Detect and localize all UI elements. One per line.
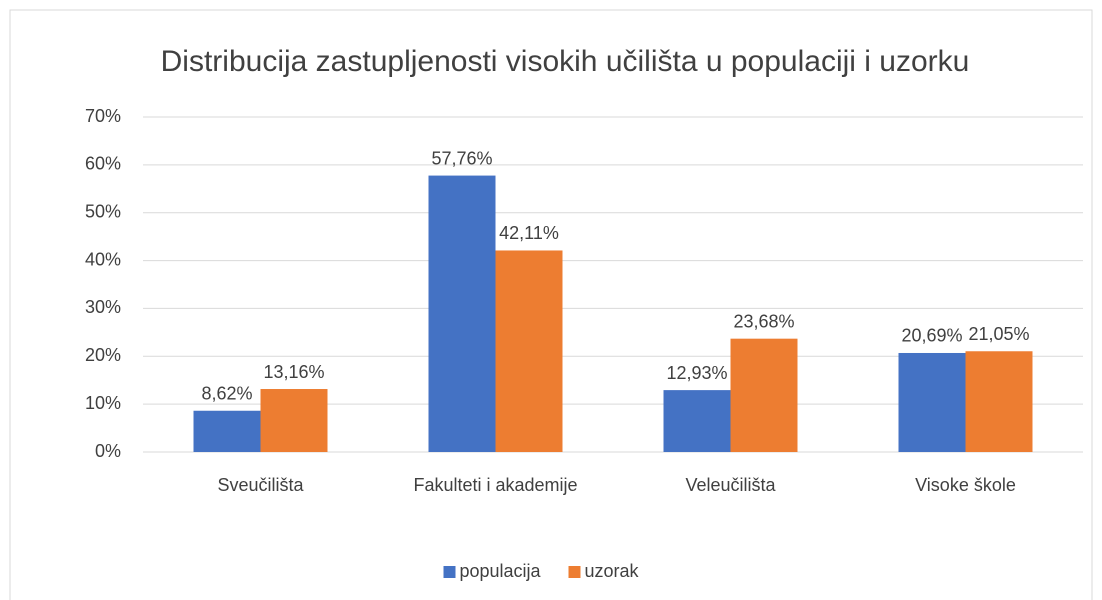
y-tick-label: 10% (85, 393, 121, 413)
bar (898, 352, 966, 452)
data-label: 8,62% (201, 383, 252, 403)
bar (730, 338, 798, 452)
y-tick-label: 60% (85, 154, 121, 174)
x-tick-label: Fakulteti i akademije (413, 475, 577, 495)
data-label: 20,69% (901, 326, 962, 346)
chart-border (9, 9, 1093, 600)
x-tick-label: Visoke škole (915, 475, 1016, 495)
data-label: 21,05% (968, 324, 1029, 344)
legend-swatch (443, 566, 456, 578)
bar (663, 390, 731, 452)
y-tick-label: 20% (85, 345, 121, 365)
legend-swatch (568, 566, 581, 578)
y-tick-label: 0% (95, 441, 121, 461)
bar (965, 351, 1033, 452)
data-label: 13,16% (263, 362, 324, 382)
data-label: 42,11% (499, 223, 559, 243)
legend-label: uzorak (585, 561, 640, 581)
y-tick-label: 70% (85, 106, 121, 126)
data-label: 23,68% (733, 311, 794, 331)
y-tick-label: 50% (85, 201, 121, 221)
legend-label: populacija (460, 561, 542, 581)
y-tick-label: 30% (85, 297, 121, 317)
data-label: 12,93% (666, 363, 727, 383)
y-tick-label: 40% (85, 249, 121, 269)
x-tick-label: Veleučilišta (685, 475, 776, 495)
data-label: 57,76% (431, 148, 492, 168)
bar (193, 410, 261, 452)
x-tick-label: Sveučilišta (217, 475, 304, 495)
bar (260, 389, 328, 452)
chart-title: Distribucija zastupljenosti visokih učil… (160, 45, 970, 78)
bar (428, 175, 496, 452)
bar (495, 250, 563, 452)
